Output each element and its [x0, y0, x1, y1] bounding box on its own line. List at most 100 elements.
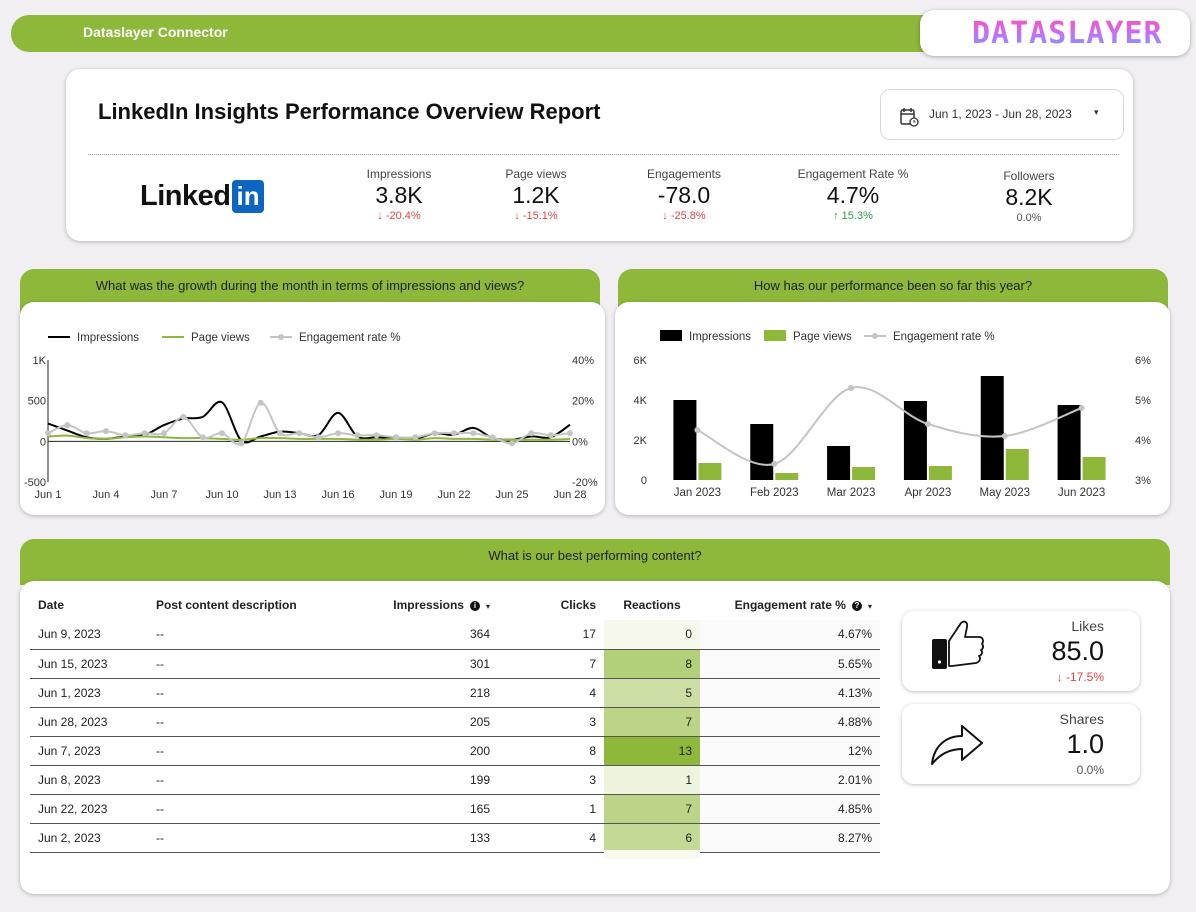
table-row[interactable]: Jun 22, 2023 -- 165 1 7 4.85% [30, 794, 880, 824]
linkedin-logo-word: Linked [140, 180, 231, 212]
table-row[interactable]: Jun 15, 2023 -- 301 7 8 5.65% [30, 649, 880, 679]
column-header-impressions[interactable]: Impressions i ▾ [393, 598, 490, 612]
data-point [238, 440, 245, 447]
data-point [315, 434, 322, 441]
date-range-picker[interactable] [880, 89, 1124, 140]
table-row[interactable]: Jun 7, 2023 -- 200 8 13 12% [30, 736, 880, 766]
table-row[interactable]: Jun 2, 2023 -- 133 4 6 8.27% [30, 823, 880, 853]
cell-date: Jun 15, 2023 [30, 649, 148, 679]
cell-date: Jun 2, 2023 [30, 823, 148, 853]
legend-label: Impressions [77, 332, 139, 344]
kpi-label: Engagements [646, 167, 722, 181]
info-icon[interactable]: i [469, 600, 480, 611]
column-header-engagement-rate[interactable]: Engagement rate %? ▾ [734, 598, 872, 612]
data-point [509, 440, 515, 447]
x-tick-label: Jan 2023 [674, 487, 721, 499]
cell-clicks: 3 [498, 707, 604, 737]
table-row[interactable]: Jun 9, 2023 -- 364 17 0 4.67% [30, 620, 880, 650]
kpi-value: 4.7% [826, 182, 880, 208]
kpi-page-views: Page views 1.2K ↓ -15.1% [461, 167, 611, 222]
cell-date: Jun 22, 2023 [30, 794, 148, 824]
kpi-value: -78.0 [657, 182, 711, 208]
data-point [122, 432, 129, 439]
sort-desc-icon[interactable]: ▾ [485, 602, 490, 611]
data-point [219, 430, 225, 437]
data-point [412, 434, 419, 441]
legend-label: Page views [191, 332, 250, 344]
arrow-down-icon: ↓ [514, 210, 523, 222]
kpi-delta: ↑ 15.3% [833, 210, 873, 222]
cell-description: -- [148, 736, 348, 766]
kpi-impressions: Impressions 3.8K ↓ -20.4% [324, 167, 474, 222]
bar-impressions [1057, 405, 1081, 480]
kpi-engagement-rate: Engagement Rate % 4.7% ↑ 15.3% [778, 167, 928, 222]
cell-reactions: 0 [604, 620, 700, 650]
x-tick-label: Apr 2023 [905, 487, 952, 499]
cell-reactions: 8 [604, 649, 700, 679]
cell-impressions: 301 [348, 649, 498, 679]
y-right-tick-label: 4% [1135, 435, 1151, 447]
legend-swatch [872, 333, 878, 339]
bar-page-views [852, 467, 876, 480]
y-right-tick-label: 0% [572, 436, 588, 448]
x-tick-label: Jun 1 [35, 489, 62, 501]
kpi-label: Followers [1003, 169, 1055, 183]
bar-page-views [928, 466, 952, 480]
x-tick-label: Mar 2023 [827, 487, 876, 499]
calendar-icon [900, 108, 919, 127]
data-point [64, 422, 71, 429]
column-header-date[interactable]: Date [38, 598, 65, 612]
info-icon[interactable]: ? [851, 600, 862, 611]
legend-swatch [764, 330, 786, 341]
data-point [1078, 405, 1085, 411]
y-left-tick-label: 0 [40, 436, 46, 448]
data-point [296, 430, 303, 437]
table-row[interactable]: Jun 28, 2023 -- 205 3 7 4.88% [30, 707, 880, 737]
share-arrow-icon [931, 725, 983, 765]
table-row[interactable]: Jun 1, 2023 -- 218 4 5 4.13% [30, 678, 880, 708]
data-point [141, 430, 148, 437]
kpi-delta: ↓ -25.8% [662, 210, 706, 222]
cell-engagement-rate: 4.13% [700, 678, 880, 708]
data-point [431, 430, 438, 437]
arrow-down-icon: ↓ [1056, 670, 1066, 684]
arrow-up-icon: ↑ [833, 210, 842, 222]
kpi-delta: ↓ -20.4% [377, 210, 421, 222]
column-header-description[interactable]: Post content description [156, 598, 297, 612]
sort-desc-icon[interactable]: ▾ [867, 602, 872, 611]
cell-description: -- [148, 649, 348, 679]
kpi-label: Impressions [366, 167, 432, 181]
data-point [547, 432, 554, 439]
chevron-down-icon[interactable]: ▾ [1094, 107, 1099, 117]
kpi-followers: Followers 8.2K 0.0% [954, 169, 1104, 224]
cell-impressions: 199 [348, 765, 498, 795]
cell-impressions: 200 [348, 736, 498, 766]
cell-clicks: 3 [498, 765, 604, 795]
content-header [20, 539, 1170, 585]
line-chart-card [20, 302, 605, 515]
header-divider [88, 154, 1119, 155]
table-header-row: Date Post content description Impression… [30, 590, 880, 620]
data-point [83, 430, 90, 437]
date-range-value[interactable]: Jun 1, 2023 - Jun 28, 2023 [929, 107, 1072, 121]
y-left-tick-label: 6K [634, 355, 648, 367]
data-point [470, 430, 477, 437]
cell-engagement-rate: 4.67% [700, 620, 880, 650]
cell-reactions: 1 [604, 765, 700, 795]
data-point [161, 430, 167, 437]
page-title: LinkedIn Insights Performance Overview R… [98, 99, 601, 124]
cell-description: -- [148, 620, 348, 650]
linkedin-logo-badge: in [232, 180, 264, 213]
column-header-reactions[interactable]: Reactions [623, 598, 681, 612]
x-tick-label: May 2023 [979, 487, 1030, 499]
y-right-tick-label: 5% [1135, 395, 1151, 407]
data-point [694, 427, 701, 433]
data-point [1001, 433, 1008, 439]
table-row[interactable]: Jun 8, 2023 -- 199 3 1 2.01% [30, 765, 880, 795]
column-header-clicks[interactable]: Clicks [560, 598, 596, 612]
kpi-label: Page views [505, 167, 567, 181]
logo-container [920, 10, 1190, 56]
series-line-engagement-rate [696, 386, 1082, 466]
cell-engagement-rate: 2.01% [700, 765, 880, 795]
bar-page-views [1005, 449, 1029, 480]
